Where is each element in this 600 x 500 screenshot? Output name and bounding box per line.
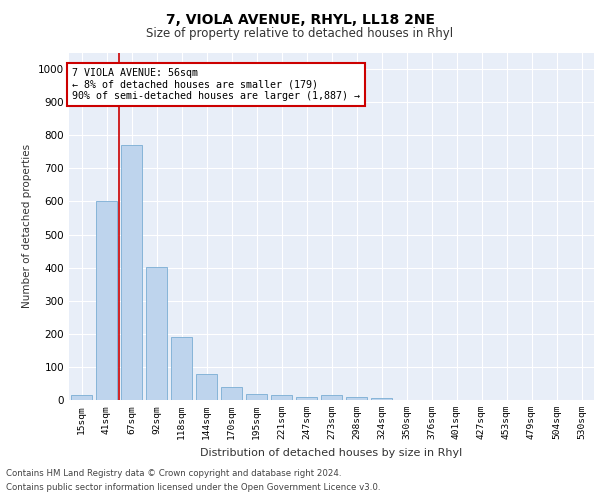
Text: Size of property relative to detached houses in Rhyl: Size of property relative to detached ho… — [146, 28, 454, 40]
Bar — [321, 395, 342, 400]
Bar — [96, 202, 117, 400]
Bar — [296, 396, 317, 400]
Bar — [221, 387, 242, 400]
Bar — [271, 394, 292, 400]
Bar — [121, 145, 142, 400]
Bar — [346, 397, 367, 400]
Text: 7, VIOLA AVENUE, RHYL, LL18 2NE: 7, VIOLA AVENUE, RHYL, LL18 2NE — [166, 12, 434, 26]
Bar — [71, 395, 92, 400]
Text: Contains HM Land Registry data © Crown copyright and database right 2024.: Contains HM Land Registry data © Crown c… — [6, 468, 341, 477]
Bar — [196, 374, 217, 400]
Text: Contains public sector information licensed under the Open Government Licence v3: Contains public sector information licen… — [6, 484, 380, 492]
Bar — [246, 394, 267, 400]
Bar — [371, 398, 392, 400]
Y-axis label: Number of detached properties: Number of detached properties — [22, 144, 32, 308]
Bar — [146, 266, 167, 400]
Text: 7 VIOLA AVENUE: 56sqm
← 8% of detached houses are smaller (179)
90% of semi-deta: 7 VIOLA AVENUE: 56sqm ← 8% of detached h… — [71, 68, 359, 102]
Bar — [171, 337, 192, 400]
X-axis label: Distribution of detached houses by size in Rhyl: Distribution of detached houses by size … — [200, 448, 463, 458]
